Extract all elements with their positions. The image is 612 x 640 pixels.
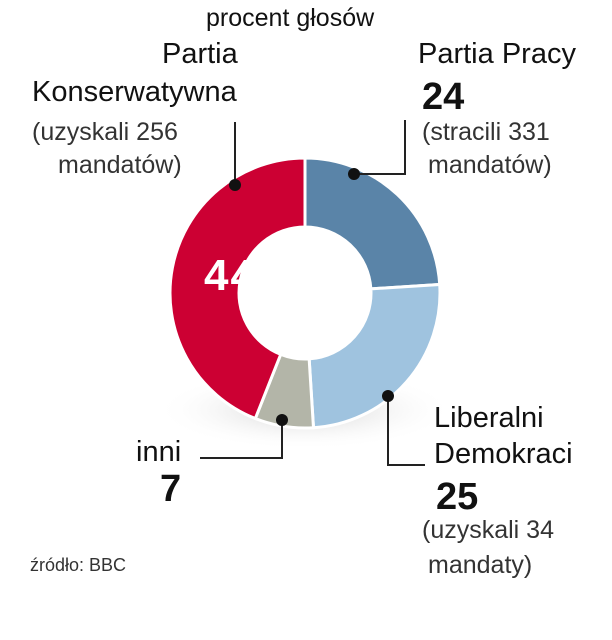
leader-dot-oth (276, 414, 288, 426)
leader-dot-lib (382, 390, 394, 402)
chart-subtitle: procent głosów (206, 4, 375, 32)
lab-note-line2: mandatów) (428, 151, 552, 179)
lab-note-line1: (stracili 331 (422, 118, 550, 146)
cons-inner-value: 44 (204, 251, 257, 300)
leader-line-lib (387, 396, 425, 466)
lib-note-line1: (uzyskali 34 (422, 516, 554, 544)
lab-value: 24 (422, 76, 465, 118)
lib-note-line2: mandaty) (428, 551, 533, 579)
lib-name-line2: Demokraci (434, 438, 573, 470)
slices-group (168, 156, 442, 430)
cons-name-line1: Partia (162, 38, 238, 70)
cons-note-line2: mandatów) (58, 151, 182, 179)
lab-name: Partia Pracy (418, 38, 576, 70)
source-note: źródło: BBC (30, 555, 127, 575)
lib-name-line1: Liberalni (434, 402, 544, 434)
leader-dot-cons (229, 179, 241, 191)
oth-name: inni (136, 436, 182, 468)
leader-dot-lab (348, 168, 360, 180)
oth-value: 7 (160, 468, 182, 510)
donut-hole (239, 227, 371, 359)
lib-value: 25 (436, 476, 479, 518)
leader-line-lab (354, 120, 406, 175)
leader-line-oth (200, 420, 283, 459)
cons-note-line1: (uzyskali 256 (32, 118, 178, 146)
cons-name-line2: Konserwatywna (32, 76, 237, 108)
